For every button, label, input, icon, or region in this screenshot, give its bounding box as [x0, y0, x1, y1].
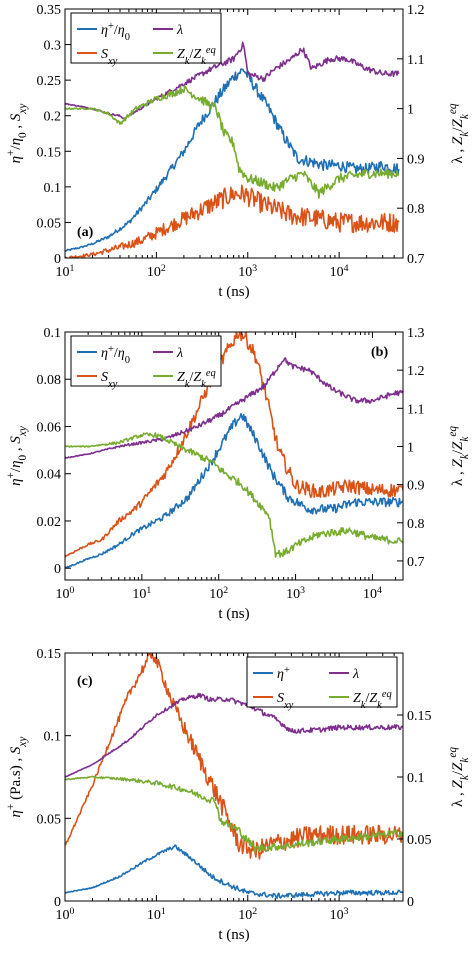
y-left-axis-label: η+/η0 , Sxy [5, 426, 29, 486]
x-tick-label: 100 [56, 906, 75, 924]
legend-box [70, 12, 222, 64]
y-right-tick-label: 0.05 [407, 833, 432, 848]
legend-label: λ [176, 346, 183, 361]
x-axis-label: t (ns) [218, 927, 249, 943]
y-left-tick-label: 0.05 [37, 216, 62, 231]
series-line-2 [65, 184, 400, 258]
x-tick-label: 102 [238, 906, 257, 924]
series-group [65, 332, 403, 569]
series-line-3 [65, 41, 400, 120]
y-left-tick-label: 0 [54, 562, 61, 577]
series-line-2 [65, 653, 403, 860]
y-left-tick-label: 0.04 [37, 468, 62, 483]
legend-label: Sxy [101, 47, 118, 67]
x-tick-label: 102 [147, 263, 166, 281]
y-left-axis-label: η+ (Pa.s) , Sxy [5, 737, 29, 818]
series-line-1 [65, 844, 403, 899]
series-line-4 [65, 432, 403, 558]
y-left-tick-label: 0 [54, 252, 61, 267]
y-left-tick-label: 0.06 [37, 420, 62, 435]
y-left-tick-label: 0.02 [37, 515, 62, 530]
legend-label: λ [352, 667, 359, 682]
legend-label: η+ [277, 665, 290, 683]
legend: η+ λ Sxy Zk/Zkeq [246, 656, 398, 711]
series-line-3 [65, 357, 403, 459]
x-tick-label: 103 [238, 263, 257, 281]
panel-label: (c) [77, 674, 93, 689]
legend: η+/η0 λ Sxy Zk/Zkeq [70, 335, 222, 390]
legend-label: Zk/Zkeq [353, 689, 392, 711]
y-right-axis-label: λ , Zk/Zkeq [447, 103, 471, 163]
y-left-tick-label: 0.25 [37, 74, 62, 89]
series-line-2 [65, 332, 403, 558]
y-right-tick-label: 1.1 [407, 53, 425, 68]
legend-box [70, 335, 222, 387]
y-left-tick-label: 0.3 [44, 39, 62, 54]
x-tick-label: 101 [147, 906, 166, 924]
y-left-tick-label: 0.05 [37, 812, 62, 827]
x-axis-label: t (ns) [218, 284, 249, 300]
chart-panel-3: 100 101 102 103 0 0.05 0.1 0.15 0 0.05 0.1 0.15 t (n… [5, 647, 471, 943]
x-tick-label: 104 [330, 263, 349, 281]
y-left-tick-label: 0.1 [44, 730, 62, 745]
x-tick-label: 100 [56, 585, 75, 603]
y-right-tick-label: 1.1 [407, 402, 425, 417]
y-left-axis-label: η+/η0 , Sxy [5, 104, 29, 164]
y-right-axis-label: λ , Zk/Zkeq [447, 426, 471, 486]
x-tick-label: 102 [209, 585, 228, 603]
y-right-tick-label: 0.9 [407, 152, 425, 167]
y-right-tick-label: 0.9 [407, 479, 425, 494]
legend: η+/η0 λ Sxy Zk/Zkeq [70, 12, 222, 67]
chart-panel-1: 101 102 103 104 0 0.05 0.1 0.15 0.2 0.25 0.3 0.35 0.… [5, 3, 471, 300]
series-group [65, 653, 403, 899]
x-axis-label: t (ns) [218, 606, 249, 622]
panel-label: (b) [371, 345, 388, 360]
series-group [65, 41, 400, 258]
y-left-tick-label: 0.15 [37, 647, 62, 662]
y-left-tick-label: 0.2 [44, 110, 62, 125]
y-left-tick-label: 0.1 [44, 326, 62, 341]
legend-box [246, 656, 398, 708]
legend-label: η+/η0 [101, 21, 130, 43]
panel-label: (a) [77, 225, 94, 240]
y-left-tick-label: 0.15 [37, 145, 62, 160]
series-line-3 [65, 692, 403, 778]
series-line-4 [65, 775, 403, 854]
chart-panel-2: 100 101 102 103 104 0 0.02 0.04 0.06 0.08 0.1 0.7 0.… [5, 326, 471, 622]
legend-label: Sxy [101, 370, 118, 390]
y-right-tick-label: 0 [407, 895, 414, 910]
legend-label: λ [176, 23, 183, 38]
series-line-1 [65, 413, 403, 569]
series-line-1 [65, 68, 400, 252]
x-tick-label: 101 [56, 263, 75, 281]
y-right-tick-label: 0.1 [407, 771, 425, 786]
y-right-tick-label: 1 [407, 440, 414, 455]
y-right-tick-label: 1.3 [407, 326, 425, 341]
y-left-tick-label: 0.1 [44, 181, 62, 196]
y-left-tick-label: 0.08 [37, 373, 62, 388]
legend-label: Zk/Zkeq [177, 45, 216, 67]
plot-frame [64, 331, 404, 581]
y-right-tick-label: 0.15 [407, 709, 432, 724]
legend-label: Zk/Zkeq [177, 368, 216, 390]
y-right-tick-label: 1.2 [407, 3, 425, 18]
legend-label: Sxy [277, 691, 294, 711]
y-right-tick-label: 0.8 [407, 202, 425, 217]
y-right-axis-label: λ , Zk/Zkeq [447, 747, 471, 807]
y-right-tick-label: 0.8 [407, 517, 425, 532]
x-tick-label: 101 [132, 585, 151, 603]
legend-label: η+/η0 [101, 344, 130, 366]
y-left-tick-label: 0.35 [37, 3, 62, 18]
y-right-tick-label: 1 [407, 103, 414, 118]
x-tick-label: 104 [363, 585, 382, 603]
y-left-tick-label: 0 [54, 895, 61, 910]
x-tick-label: 103 [330, 906, 349, 924]
y-right-tick-label: 1.2 [407, 364, 425, 379]
series-line-4 [65, 85, 400, 199]
y-right-tick-label: 0.7 [407, 252, 425, 267]
x-tick-label: 103 [286, 585, 305, 603]
y-right-tick-label: 0.7 [407, 555, 425, 570]
